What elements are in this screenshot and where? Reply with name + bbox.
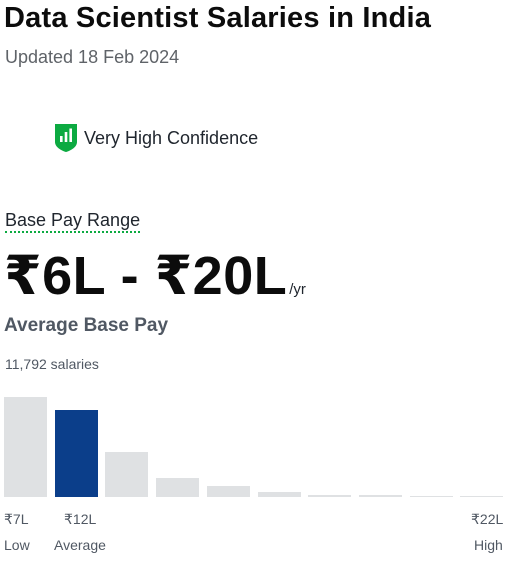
pay-range-unit: /yr: [289, 281, 306, 298]
histogram-bar: [207, 486, 250, 497]
average-text-label: Average: [54, 537, 106, 553]
histogram-bar: [308, 495, 351, 497]
histogram-bar: [55, 410, 98, 497]
salary-count: 11,792 salaries: [5, 356, 99, 372]
average-value-label: ₹12L: [64, 511, 97, 527]
histogram-bar: [156, 478, 199, 497]
confidence-label: Very High Confidence: [84, 127, 259, 148]
base-pay-range-label[interactable]: Base Pay Range: [5, 209, 141, 233]
high-value-label: ₹22L: [471, 511, 504, 527]
salary-histogram: [0, 385, 518, 497]
low-value-label: ₹7L: [4, 511, 29, 527]
high-text-label: High: [474, 537, 503, 553]
pay-range-value: ₹6L - ₹20L: [4, 246, 288, 306]
histogram-bar: [258, 492, 301, 497]
histogram-bar: [460, 496, 503, 497]
low-text-label: Low: [4, 537, 30, 553]
bar-chart-shield-icon: [54, 123, 78, 153]
histogram-bar: [4, 397, 47, 497]
pay-range: ₹6L - ₹20L /yr: [4, 244, 306, 307]
histogram-bar: [105, 452, 148, 497]
average-base-pay-label: Average Base Pay: [4, 315, 169, 336]
confidence-indicator: Very High Confidence: [54, 123, 258, 153]
page-title: Data Scientist Salaries in India: [4, 2, 432, 34]
histogram-bar: [359, 495, 402, 497]
updated-date: Updated 18 Feb 2024: [5, 47, 180, 67]
histogram-bar: [410, 496, 453, 497]
